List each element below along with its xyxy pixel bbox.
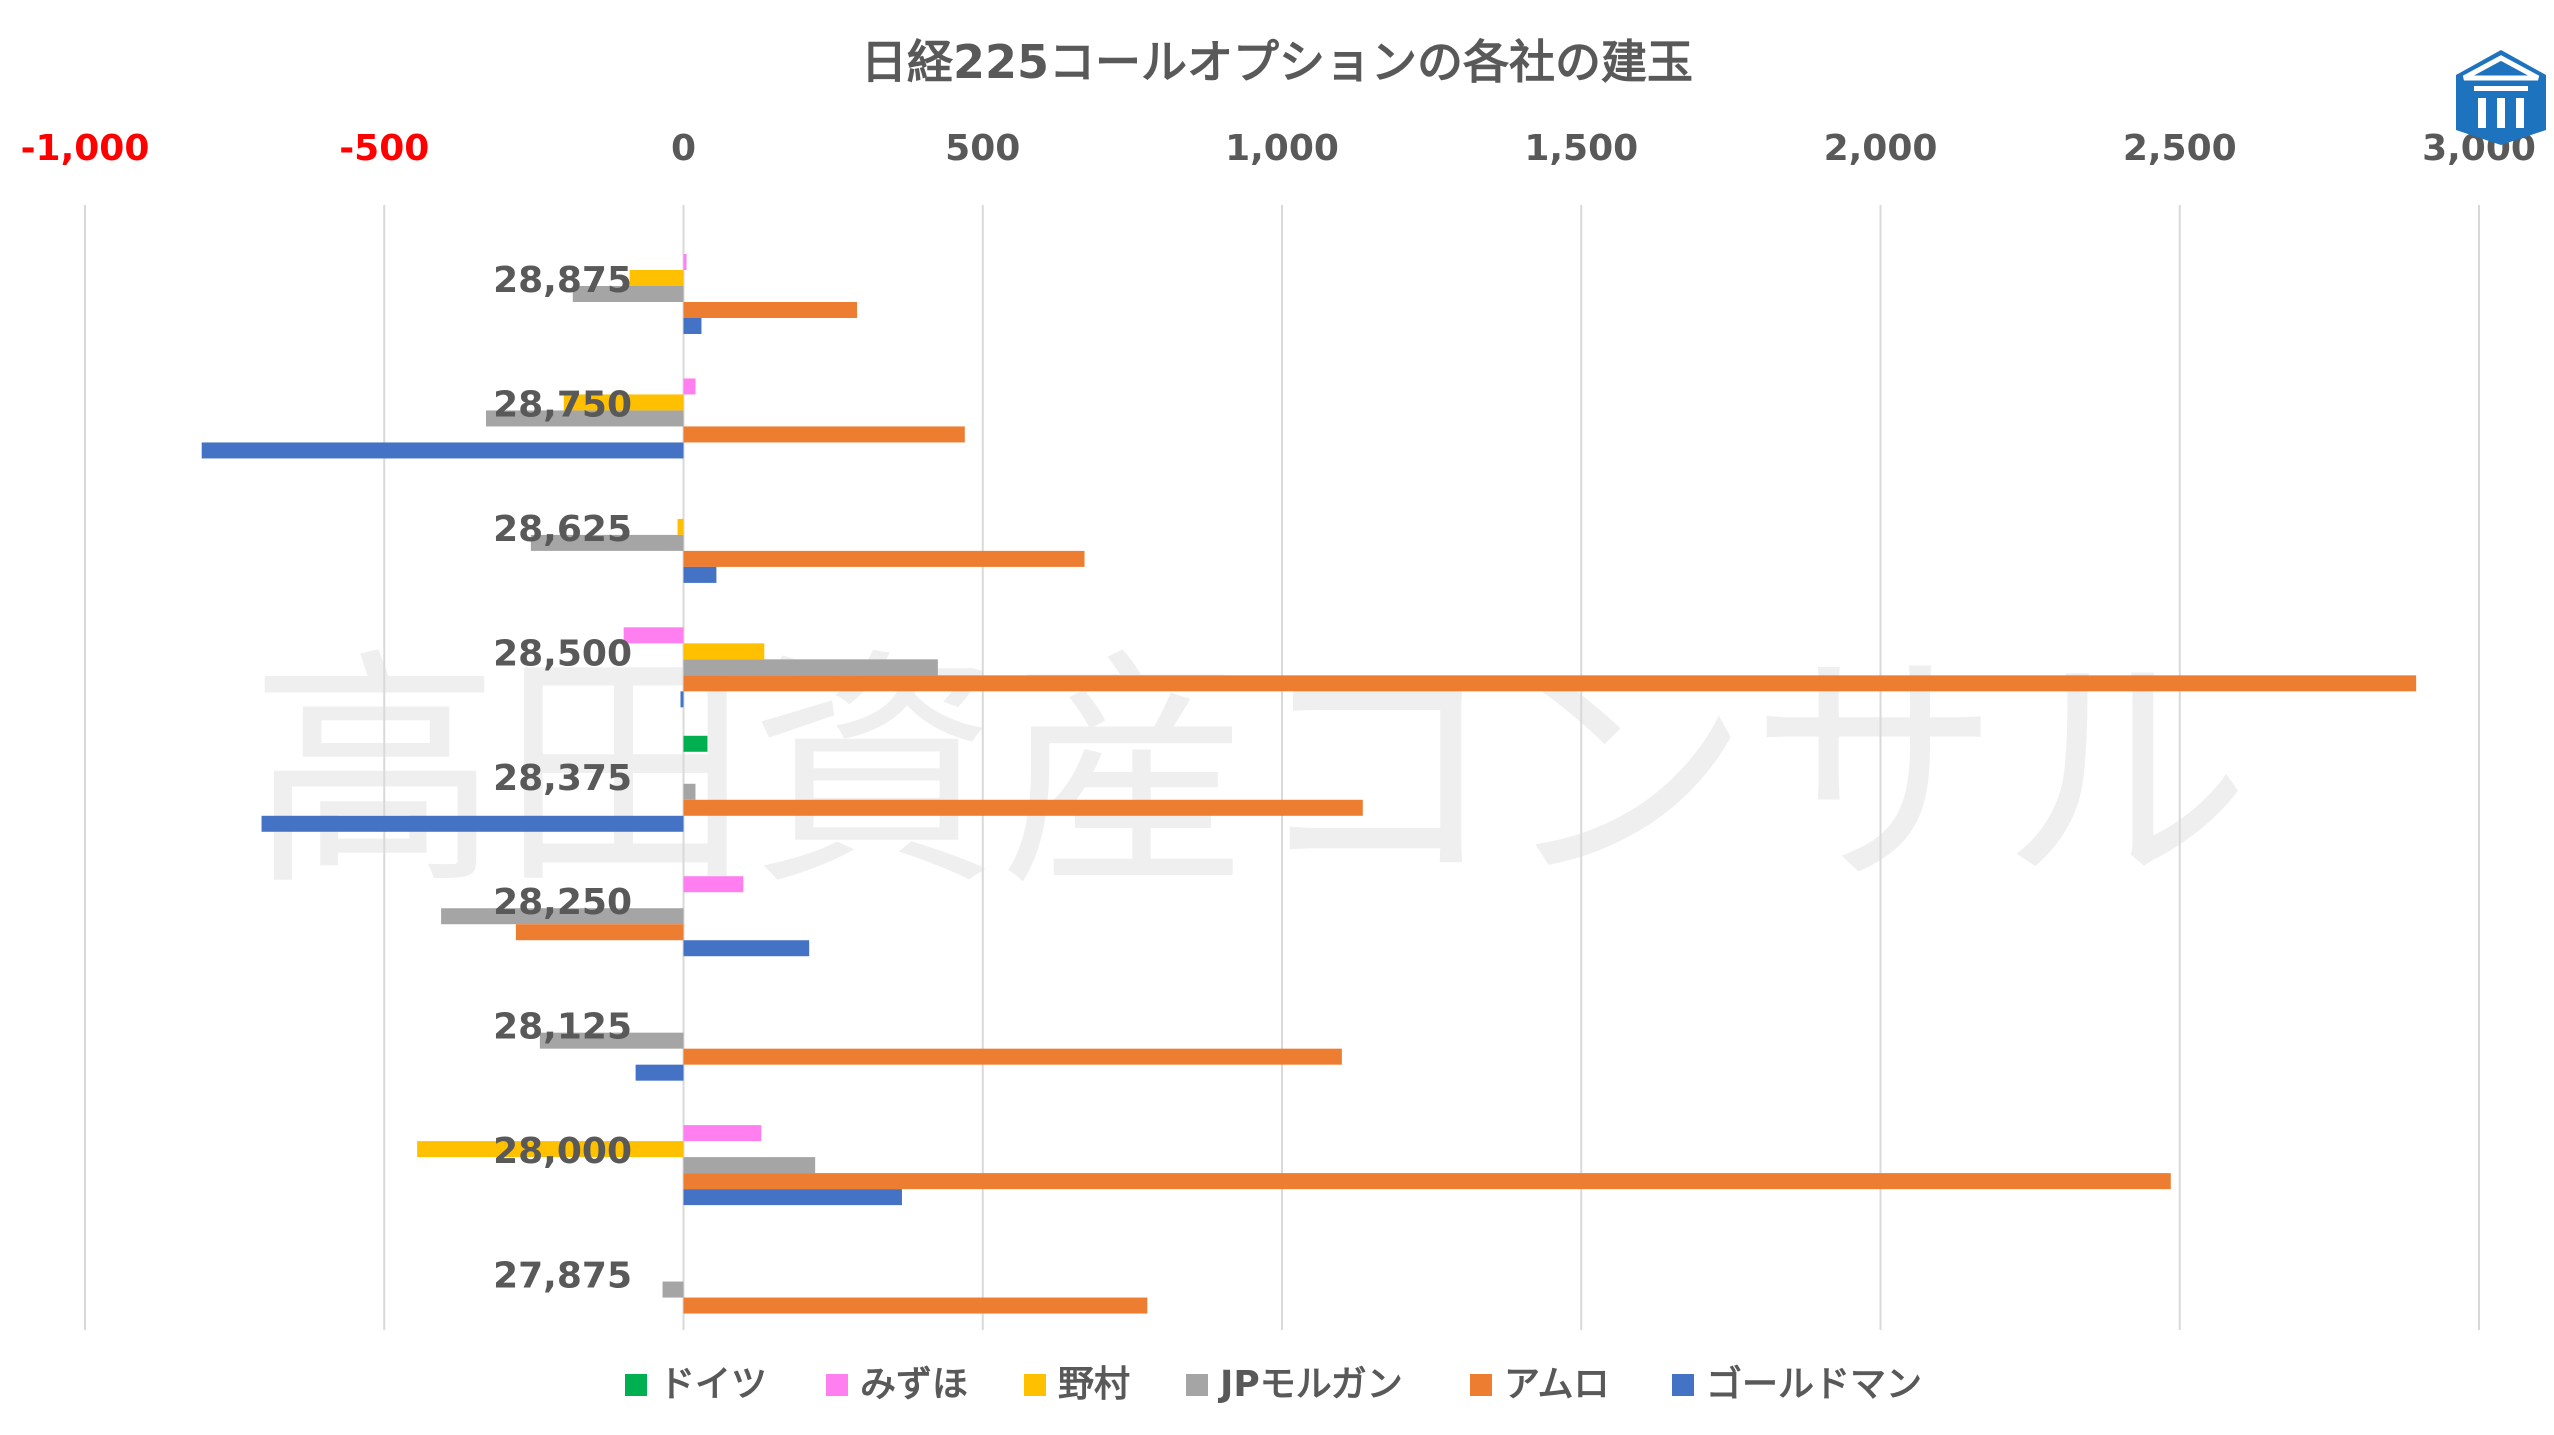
bar <box>572 286 684 302</box>
bar <box>683 643 765 660</box>
bar <box>683 378 696 395</box>
bar <box>683 1125 762 1142</box>
legend-label: ドイツ <box>659 1364 767 1405</box>
bar <box>441 908 684 925</box>
bar <box>539 1032 684 1049</box>
legend-item: ドイツ <box>625 1364 767 1405</box>
bar <box>683 302 858 318</box>
bar <box>683 1048 1342 1065</box>
legend-swatch <box>826 1374 848 1396</box>
x-tick-label: 500 <box>945 128 1020 169</box>
category-label: 28,375 <box>493 758 632 799</box>
category-label: 28,875 <box>493 260 632 301</box>
bar <box>683 550 1085 567</box>
logo-icon <box>2456 50 2546 145</box>
bar <box>683 876 744 893</box>
category-label: 28,500 <box>493 633 632 674</box>
bar <box>683 783 696 800</box>
bar <box>629 270 684 286</box>
category-label: 27,875 <box>493 1256 632 1297</box>
legend-label: アムロ <box>1504 1364 1609 1405</box>
bar <box>683 566 717 583</box>
x-tick-label: -500 <box>339 128 429 169</box>
bar <box>261 815 684 832</box>
category-labels: 28,875 28,750 28,625 28,500 28,375 28,250 28,1… <box>493 260 632 1297</box>
bar <box>635 1064 684 1081</box>
category-label: 28,125 <box>493 1007 632 1048</box>
legend-item: ゴールドマン <box>1672 1363 1922 1405</box>
bar <box>515 924 684 941</box>
bar <box>683 254 687 270</box>
bar <box>683 799 1363 816</box>
x-tick-label: -1,000 <box>21 128 150 169</box>
legend-swatch <box>1672 1374 1694 1396</box>
bar <box>530 534 684 551</box>
bar <box>623 627 684 644</box>
bar <box>683 1189 902 1206</box>
legend-item: アムロ <box>1470 1364 1609 1405</box>
bar <box>417 1141 684 1158</box>
legend-label: 野村 <box>1058 1364 1130 1405</box>
bar <box>677 518 684 535</box>
bar <box>563 394 684 411</box>
bar <box>683 940 810 957</box>
legend-swatch <box>1186 1374 1208 1396</box>
legend-swatch <box>1470 1374 1492 1396</box>
legend-swatch <box>625 1374 647 1396</box>
x-tick-label: 2,000 <box>1824 128 1938 169</box>
category-label: 28,250 <box>493 882 632 923</box>
bar <box>683 1297 1148 1314</box>
legend-item: JPモルガン <box>1186 1364 1403 1405</box>
bar <box>683 318 702 334</box>
bar <box>683 1157 816 1174</box>
bar <box>201 442 684 459</box>
bar <box>683 675 2417 692</box>
x-tick-label: 0 <box>671 128 696 169</box>
x-tick-label: 1,000 <box>1225 128 1339 169</box>
legend-label: みずほ <box>860 1364 968 1405</box>
bar <box>683 659 938 676</box>
bar <box>680 691 684 708</box>
legend-item: みずほ <box>826 1364 968 1405</box>
x-axis-ticks: -1,000 -500 0 500 1,000 1,500 2,000 2,500 3,000 <box>21 128 2536 169</box>
legend-label: JPモルガン <box>1217 1364 1403 1405</box>
bar <box>683 735 708 752</box>
category-label: 28,750 <box>493 384 632 425</box>
bar <box>683 426 965 443</box>
legend-item: 野村 <box>1024 1364 1130 1405</box>
legend-label: ゴールドマン <box>1706 1363 1922 1405</box>
category-label: 28,625 <box>493 509 632 550</box>
legend-swatch <box>1024 1374 1046 1396</box>
bar <box>485 410 684 427</box>
chart-title: 日経225コールオプションの各社の建玉 <box>861 35 1693 89</box>
x-tick-label: 2,500 <box>2123 128 2237 169</box>
bar <box>662 1281 684 1298</box>
bars <box>201 254 2417 1314</box>
category-label: 28,000 <box>493 1131 632 1172</box>
x-tick-label: 1,500 <box>1524 128 1638 169</box>
legend: ドイツ みずほ 野村 JPモルガン アムロ ゴールドマン <box>625 1363 1922 1405</box>
bar <box>683 1173 2171 1190</box>
